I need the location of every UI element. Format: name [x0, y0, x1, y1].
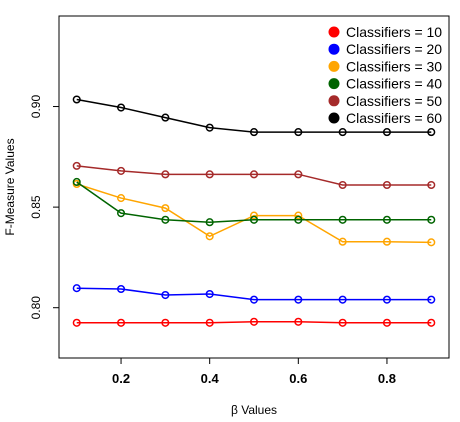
- series: [72, 177, 436, 227]
- y-tick-label: 0.80: [29, 296, 43, 320]
- data-point: [116, 284, 126, 294]
- legend-label: Classifiers = 40: [346, 76, 442, 92]
- legend-marker: [328, 60, 340, 72]
- series-line: [76, 321, 432, 324]
- data-point: [338, 237, 347, 246]
- data-point: [294, 170, 303, 179]
- data-point: [294, 317, 303, 326]
- legend-label: Classifiers = 20: [346, 41, 442, 57]
- data-point: [205, 318, 214, 327]
- data-point: [72, 177, 81, 187]
- data-point: [161, 318, 170, 327]
- data-point: [205, 232, 214, 241]
- series-layer: [72, 95, 436, 327]
- x-tick-label: 0.4: [201, 371, 220, 386]
- data-point: [427, 215, 436, 224]
- legend-marker: [328, 43, 340, 55]
- x-tick-label: 0.6: [289, 371, 307, 386]
- data-point: [205, 170, 214, 179]
- legend-marker: [328, 95, 340, 107]
- legend-label: Classifiers = 10: [346, 24, 442, 40]
- legend-item: Classifiers = 20: [328, 41, 442, 57]
- data-point: [116, 166, 126, 175]
- series: [72, 179, 436, 247]
- data-point: [205, 218, 214, 227]
- data-point: [427, 295, 436, 304]
- series-line: [76, 181, 432, 223]
- data-point: [72, 95, 81, 104]
- legend-label: Classifiers = 30: [346, 58, 442, 74]
- series-line: [76, 98, 432, 133]
- legend-marker: [328, 26, 340, 38]
- data-point: [338, 318, 347, 327]
- series-line: [76, 183, 432, 244]
- data-point: [249, 317, 259, 326]
- data-point: [205, 123, 214, 132]
- x-tick-label: 0.8: [378, 371, 396, 386]
- data-point: [338, 295, 347, 304]
- x-axis-title: β Values: [231, 403, 277, 417]
- data-point: [116, 318, 126, 327]
- x-tick-label: 0.2: [112, 371, 130, 386]
- data-point: [382, 128, 392, 137]
- data-point: [382, 318, 392, 327]
- data-point: [249, 295, 259, 304]
- data-point: [294, 211, 303, 220]
- data-point: [116, 103, 126, 112]
- data-point: [338, 180, 347, 190]
- data-point: [427, 238, 436, 247]
- data-point: [116, 209, 126, 218]
- series: [72, 161, 436, 190]
- y-axis: 0.80 0.85 0.90: [29, 95, 59, 320]
- data-point: [161, 113, 170, 122]
- data-point: [382, 215, 392, 224]
- series: [72, 317, 436, 327]
- data-point: [161, 290, 170, 300]
- data-point: [72, 161, 81, 170]
- legend-item: Classifiers = 60: [328, 110, 442, 126]
- data-point: [161, 170, 170, 179]
- data-point: [72, 318, 81, 327]
- data-point: [427, 318, 436, 327]
- data-point: [427, 180, 436, 190]
- data-point: [205, 289, 214, 299]
- series-line: [76, 287, 432, 301]
- series-line: [76, 165, 432, 186]
- data-point: [249, 211, 259, 220]
- x-axis: 0.2 0.4 0.6 0.8: [112, 358, 396, 386]
- data-point: [382, 295, 392, 304]
- data-point: [161, 215, 170, 224]
- legend-label: Classifiers = 50: [346, 93, 442, 109]
- legend-item: Classifiers = 50: [328, 93, 442, 109]
- data-point: [294, 295, 303, 304]
- series: [72, 95, 436, 137]
- data-point: [249, 215, 259, 224]
- data-point: [161, 204, 170, 213]
- data-point: [116, 194, 126, 203]
- data-point: [338, 215, 347, 224]
- data-point: [427, 128, 436, 137]
- data-point: [249, 128, 259, 137]
- data-point: [294, 128, 303, 137]
- legend-label: Classifiers = 60: [346, 110, 442, 126]
- legend-marker: [328, 78, 340, 90]
- data-point: [338, 128, 347, 137]
- legend-item: Classifiers = 10: [328, 24, 442, 40]
- data-point: [72, 284, 81, 293]
- plot-frame: [58, 15, 450, 359]
- legend-item: Classifiers = 30: [328, 58, 442, 74]
- y-axis-title: F-Measure Values: [3, 138, 17, 235]
- y-tick-label: 0.90: [29, 95, 43, 119]
- data-point: [382, 237, 392, 246]
- data-point: [382, 180, 392, 190]
- y-tick-label: 0.85: [29, 195, 43, 219]
- data-point: [249, 170, 259, 179]
- legend-item: Classifiers = 40: [328, 76, 442, 92]
- series: [72, 284, 436, 304]
- legend-marker: [328, 112, 340, 124]
- data-point: [294, 215, 303, 224]
